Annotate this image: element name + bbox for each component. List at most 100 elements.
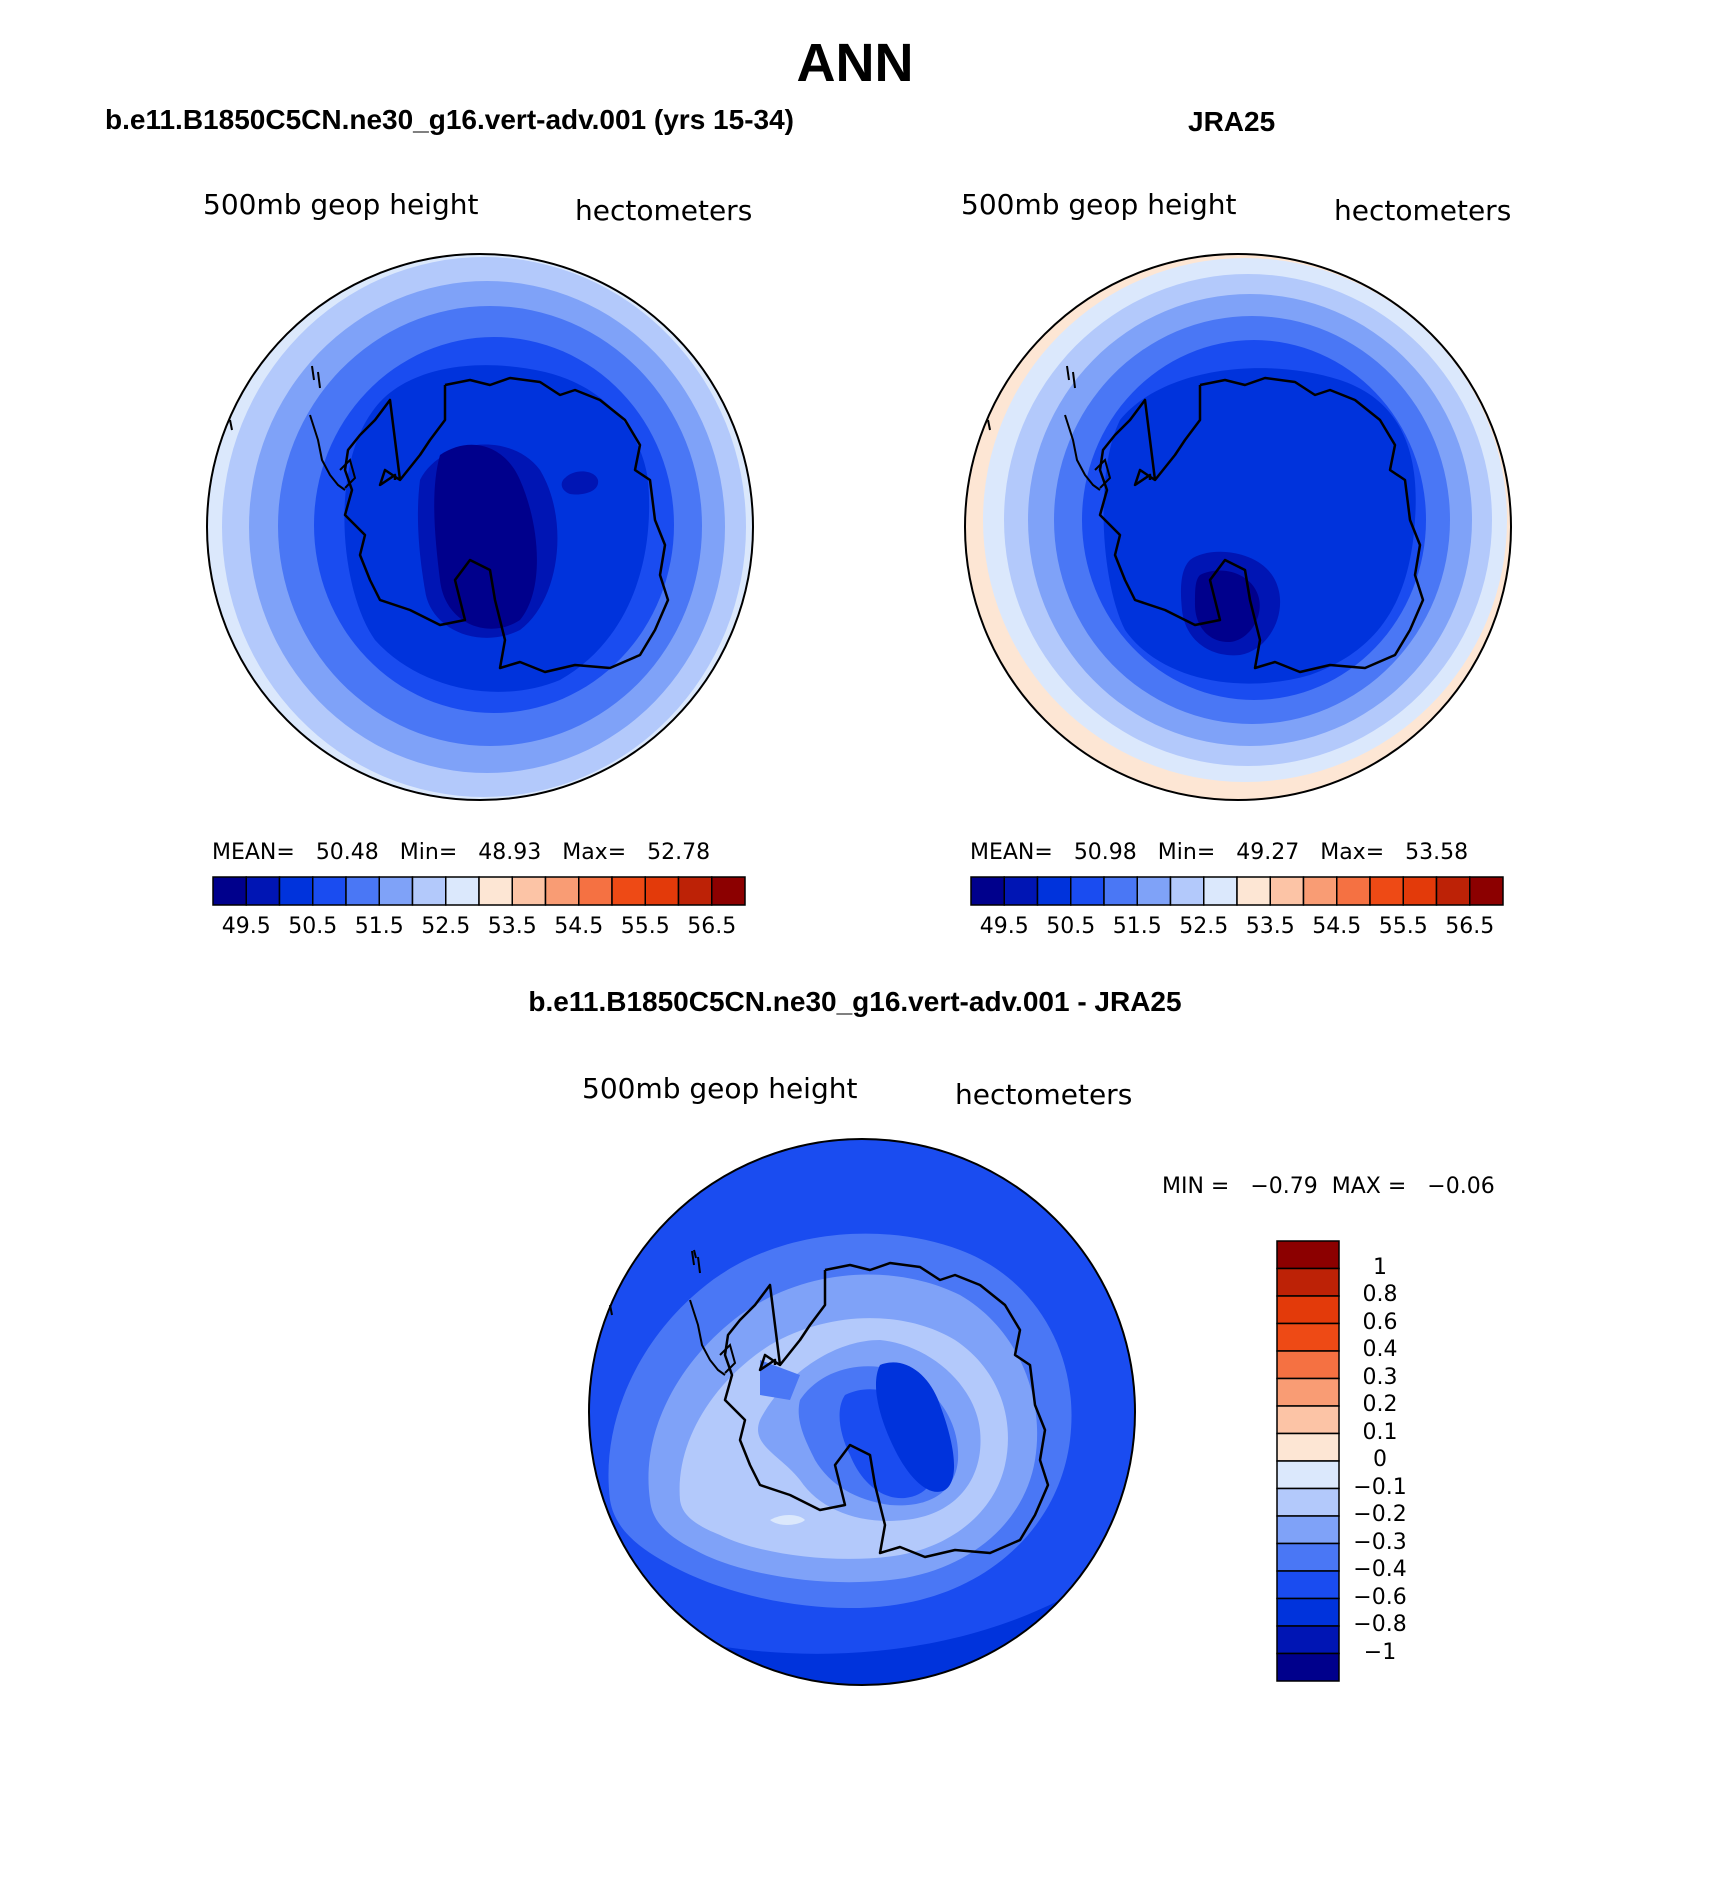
min-value: 48.93 (478, 840, 542, 865)
colorbar-difference-tick-label: 0.8 (1362, 1282, 1398, 1307)
colorbar-reanalysis-tick-label: 55.5 (1378, 914, 1428, 939)
field-label-difference: 500mb geop height (582, 1072, 858, 1105)
colorbar-difference-tick-label: −0.4 (1353, 1557, 1407, 1582)
colorbar-reanalysis-tick-label: 51.5 (1112, 914, 1162, 939)
mean-value: 50.98 (1073, 840, 1137, 865)
colorbar-reanalysis-tick-label: 56.5 (1445, 914, 1495, 939)
colorbar-model-swatch (644, 876, 680, 906)
colorbar-difference-swatch (1276, 1405, 1340, 1435)
colorbar-model-swatch (578, 876, 613, 906)
colorbar-difference-swatch (1276, 1432, 1340, 1462)
colorbar-difference-swatch (1276, 1322, 1340, 1352)
colorbar-model-swatch (378, 876, 414, 906)
stats-reanalysis: MEAN= 50.98 Min= 49.27 Max= 53.58 (970, 840, 1468, 865)
colorbar-difference-swatch (1276, 1240, 1340, 1270)
colorbar-model-swatch (411, 876, 447, 906)
colorbar-model-tick-label: 53.5 (487, 914, 537, 939)
colorbar-difference-tick-label: −0.1 (1353, 1474, 1407, 1500)
colorbar-model-swatch (511, 876, 547, 906)
units-label-difference: hectometers (955, 1078, 1133, 1111)
colorbar-model-tick-label: 56.5 (687, 914, 737, 939)
colorbar-difference-tick-label: 0 (1373, 1447, 1387, 1472)
colorbar-difference-swatch (1276, 1597, 1340, 1627)
colorbar-model-swatch (478, 876, 513, 906)
colorbar-ticks-difference: 1 0.8 0.6 0.4 0.3 0.2 0.1 0 −0.1 −0.2 −0.3 −0.4 −0.6… (1350, 1240, 1440, 1682)
colorbar-model-tick-label: 55.5 (620, 914, 670, 939)
colorbar-difference-swatch (1276, 1295, 1340, 1325)
colorbar-model (212, 876, 746, 906)
min-label: Min= (399, 840, 458, 865)
colorbar-difference (1276, 1240, 1340, 1682)
colorbar-model-swatch (677, 876, 713, 906)
colorbar-reanalysis-swatch (1336, 876, 1371, 906)
max-value: 53.58 (1405, 840, 1469, 865)
colorbar-difference-swatch (1276, 1625, 1340, 1655)
colorbar-reanalysis-swatch (1269, 876, 1305, 906)
colorbar-difference-tick-label: 0.1 (1362, 1419, 1398, 1445)
colorbar-difference-tick-label: 0.2 (1362, 1392, 1398, 1417)
mean-label: MEAN= (970, 840, 1053, 865)
colorbar-reanalysis-tick-label: 52.5 (1179, 914, 1229, 939)
colorbar-difference-tick-label: −1 (1363, 1639, 1397, 1665)
field-label-reanalysis: 500mb geop height (961, 188, 1237, 221)
colorbar-difference-tick-label: −0.3 (1353, 1529, 1407, 1555)
colorbar-model-tick-label: 49.5 (221, 914, 271, 939)
max-label: Max= (562, 840, 627, 865)
colorbar-reanalysis-swatch (1435, 876, 1471, 906)
colorbar-difference-swatch (1276, 1570, 1340, 1600)
colorbar-model-swatch (212, 876, 247, 906)
min-value: 49.27 (1236, 840, 1300, 865)
mean-label: MEAN= (212, 840, 295, 865)
colorbar-model-swatch (278, 876, 314, 906)
colorbar-difference-swatch (1276, 1267, 1340, 1297)
colorbar-difference-swatch (1276, 1515, 1340, 1545)
colorbar-difference-tick-label: 1 (1373, 1254, 1387, 1280)
colorbar-difference-tick-label: −0.8 (1353, 1612, 1407, 1637)
stats-difference: MIN = −0.79 MAX = −0.06 (1162, 1174, 1495, 1199)
colorbar-difference-swatch (1276, 1460, 1340, 1490)
colorbar-difference-swatch (1276, 1542, 1340, 1572)
colorbar-reanalysis-swatch (1036, 876, 1072, 906)
colorbar-difference-tick-label: −0.6 (1353, 1584, 1407, 1610)
colorbar-reanalysis-swatch (1402, 876, 1438, 906)
colorbar-model-swatch (544, 876, 580, 906)
polar-map-difference (588, 1138, 1136, 1686)
colorbar-reanalysis-tick-label: 50.5 (1046, 914, 1096, 939)
colorbar-difference-tick-label: 0.6 (1362, 1309, 1398, 1335)
colorbar-model-tick-label: 51.5 (354, 914, 404, 939)
max-label: Max= (1320, 840, 1385, 865)
panel-heading-difference: b.e11.B1850C5CN.ne30_g16.vert-adv.001 - … (528, 986, 1182, 1017)
max-value: 52.78 (647, 840, 711, 865)
colorbar-reanalysis-tick-label: 53.5 (1245, 914, 1295, 939)
colorbar-reanalysis-swatch (1070, 876, 1105, 906)
colorbar-model-swatch (611, 876, 646, 906)
colorbar-difference-tick-label: 0.3 (1362, 1364, 1398, 1390)
colorbar-model-swatch (345, 876, 380, 906)
colorbar-reanalysis-swatch (1003, 876, 1039, 906)
colorbar-reanalysis-swatch (1103, 876, 1138, 906)
colorbar-model-swatch (245, 876, 281, 906)
panel-heading-reanalysis: JRA25 (1188, 106, 1276, 137)
colorbar-model-swatch (312, 876, 347, 906)
max-value: −0.06 (1427, 1174, 1495, 1199)
colorbar-model-swatch (711, 876, 746, 906)
colorbar-model-tick-label: 50.5 (288, 914, 338, 939)
max-label: MAX = (1331, 1174, 1407, 1199)
units-label-model: hectometers (575, 194, 753, 227)
polar-map-reanalysis (964, 253, 1512, 801)
colorbar-ticks-reanalysis: 49.5 50.5 51.5 52.5 53.5 54.5 55.5 56.5 (970, 914, 1504, 942)
colorbar-reanalysis-swatch (1302, 876, 1338, 906)
colorbar-difference-swatch (1276, 1377, 1340, 1407)
colorbar-reanalysis-swatch (1136, 876, 1172, 906)
colorbar-model-tick-label: 54.5 (554, 914, 604, 939)
colorbar-model-swatch (445, 876, 480, 906)
colorbar-reanalysis-swatch (1169, 876, 1205, 906)
colorbar-reanalysis-tick-label: 49.5 (979, 914, 1029, 939)
min-label: MIN = (1162, 1174, 1230, 1199)
colorbar-ticks-model: 49.5 50.5 51.5 52.5 53.5 54.5 55.5 56.5 (212, 914, 746, 942)
colorbar-difference-swatch (1276, 1652, 1340, 1682)
colorbar-reanalysis-swatch (1203, 876, 1238, 906)
colorbar-reanalysis-tick-label: 54.5 (1312, 914, 1362, 939)
colorbar-reanalysis-swatch (1469, 876, 1504, 906)
field-label-model: 500mb geop height (203, 188, 479, 221)
